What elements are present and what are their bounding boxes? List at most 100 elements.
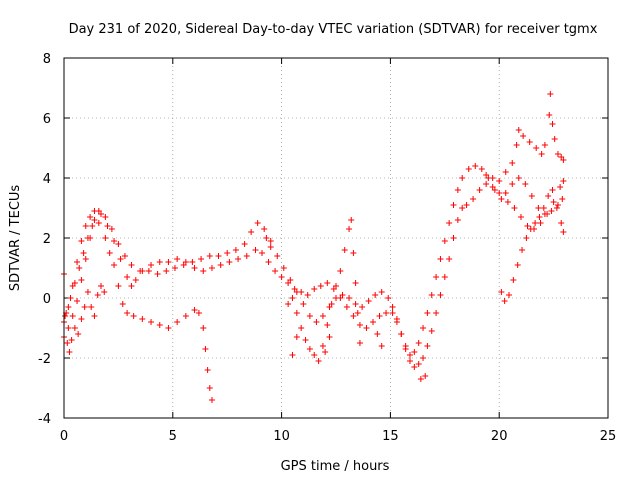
data-point	[137, 268, 144, 274]
data-point	[64, 340, 71, 346]
data-point	[372, 292, 379, 298]
y-axis-title: SDTVAR / TECUs	[8, 185, 23, 292]
data-point	[254, 220, 261, 226]
data-point	[424, 343, 431, 349]
data-point	[224, 250, 231, 256]
data-point	[217, 262, 224, 268]
data-point	[165, 259, 172, 265]
data-point	[121, 253, 128, 259]
data-point	[496, 190, 503, 196]
data-point	[165, 325, 172, 331]
series-track-c	[63, 220, 215, 403]
data-point	[341, 247, 348, 253]
data-point	[191, 265, 198, 271]
data-point	[148, 262, 155, 268]
data-point	[398, 331, 405, 337]
data-point	[560, 178, 567, 184]
data-point	[348, 217, 355, 223]
data-point	[267, 238, 274, 244]
data-point	[65, 304, 72, 310]
data-point	[293, 334, 300, 340]
data-point	[496, 178, 503, 184]
data-point	[450, 235, 457, 241]
data-point	[78, 316, 85, 322]
data-point	[306, 346, 313, 352]
data-point	[75, 331, 82, 337]
data-point	[402, 343, 409, 349]
data-point	[128, 262, 135, 268]
data-point	[82, 223, 89, 229]
data-point	[80, 250, 87, 256]
data-point	[324, 280, 331, 286]
data-point	[352, 301, 359, 307]
data-point	[200, 325, 207, 331]
data-point	[66, 349, 73, 355]
data-point	[248, 229, 255, 235]
data-point	[393, 316, 400, 322]
data-point	[437, 256, 444, 262]
data-point	[454, 187, 461, 193]
data-point	[263, 235, 270, 241]
data-point	[519, 247, 526, 253]
series-track-a	[61, 175, 566, 370]
data-point	[319, 313, 326, 319]
data-point	[204, 367, 211, 373]
data-point	[208, 265, 215, 271]
data-point	[115, 241, 122, 247]
data-point	[406, 358, 413, 364]
data-point	[463, 202, 470, 208]
data-point	[411, 349, 418, 355]
data-point	[420, 355, 427, 361]
data-point	[356, 340, 363, 346]
data-point	[491, 187, 498, 193]
data-point	[515, 175, 522, 181]
data-point	[558, 220, 565, 226]
data-point	[441, 238, 448, 244]
data-point	[441, 274, 448, 280]
data-point	[298, 325, 305, 331]
data-point	[104, 223, 111, 229]
data-point	[551, 136, 558, 142]
x-tick-label: 15	[382, 429, 399, 444]
y-tick-label: 2	[43, 232, 51, 247]
data-point	[198, 256, 205, 262]
data-point	[545, 193, 552, 199]
data-point	[541, 142, 548, 148]
series-track-f	[483, 91, 567, 184]
data-point	[74, 259, 81, 265]
data-point	[498, 289, 505, 295]
x-tick-label: 5	[169, 429, 177, 444]
data-point	[154, 271, 161, 277]
data-point	[315, 358, 322, 364]
data-point	[502, 169, 509, 175]
data-point	[88, 304, 95, 310]
data-point	[202, 346, 209, 352]
data-point	[200, 268, 207, 274]
data-point	[302, 337, 309, 343]
data-point	[522, 181, 529, 187]
data-point	[415, 340, 422, 346]
data-point	[526, 139, 533, 145]
data-point	[415, 361, 422, 367]
data-point	[433, 274, 440, 280]
data-point	[428, 328, 435, 334]
data-point	[509, 160, 516, 166]
data-point	[540, 205, 547, 211]
data-point	[289, 352, 296, 358]
data-point	[317, 283, 324, 289]
data-point	[501, 298, 508, 304]
data-point	[306, 313, 313, 319]
data-point	[524, 223, 531, 229]
data-point	[94, 292, 101, 298]
data-point	[422, 373, 429, 379]
data-point	[278, 274, 285, 280]
data-point	[156, 322, 163, 328]
data-point	[346, 226, 353, 232]
data-point	[252, 247, 259, 253]
data-point	[437, 292, 444, 298]
y-tick-label: 8	[43, 52, 51, 67]
data-point	[215, 253, 222, 259]
data-point	[324, 322, 331, 328]
